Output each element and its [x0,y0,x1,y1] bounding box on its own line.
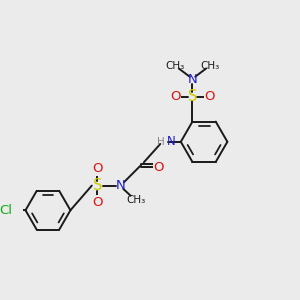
Text: O: O [92,196,103,209]
Text: O: O [204,91,215,103]
Text: H: H [157,137,164,147]
Text: N: N [167,135,176,148]
Text: O: O [154,161,164,174]
Text: N: N [116,179,125,192]
Text: N: N [188,74,197,86]
Text: S: S [93,178,102,193]
Text: CH₃: CH₃ [201,61,220,71]
Text: CH₃: CH₃ [126,195,145,205]
Text: O: O [170,91,181,103]
Text: CH₃: CH₃ [165,61,184,71]
Text: O: O [92,162,103,175]
Text: S: S [188,89,197,104]
Text: Cl: Cl [0,204,12,217]
